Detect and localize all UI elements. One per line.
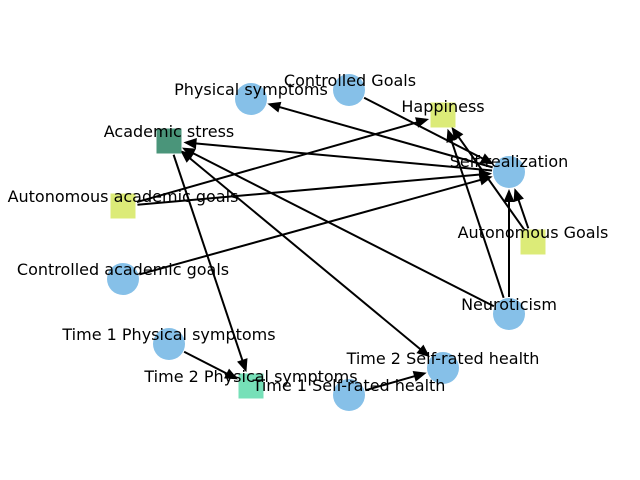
node-controlled-academic-goals bbox=[107, 263, 139, 295]
label-autonomous-academic-goals: Autonomous academic goals bbox=[8, 187, 239, 206]
edge-academic_stress-to-time2_physical_symptoms bbox=[172, 154, 248, 373]
arrowhead bbox=[503, 189, 515, 202]
node-autonomous-academic-goals bbox=[110, 193, 136, 219]
arrowhead bbox=[237, 358, 248, 373]
node-academic-stress bbox=[156, 128, 182, 154]
label-controlled-academic-goals: Controlled academic goals bbox=[17, 260, 229, 279]
label-autonomous-goals: Autonomous Goals bbox=[458, 223, 609, 242]
arrowhead bbox=[513, 188, 524, 203]
edge-academic_stress-to-time2_self_rated_health bbox=[180, 150, 430, 358]
arrowhead bbox=[446, 128, 457, 143]
edge-line bbox=[193, 142, 493, 172]
arrowhead bbox=[224, 368, 239, 380]
edge-line bbox=[183, 350, 230, 376]
label-time2-self-rated-health: Time 2 Self-rated health bbox=[346, 349, 540, 368]
edge-line bbox=[172, 154, 245, 363]
node-physical-symptoms bbox=[235, 83, 267, 115]
edge-neuroticism-to-happiness bbox=[446, 128, 505, 299]
label-time2-physical-symptoms: Time 2 Physical symptoms bbox=[143, 367, 357, 386]
arrowhead bbox=[412, 370, 427, 382]
edge-neuroticism-to-self_realization bbox=[503, 189, 515, 297]
edges-layer bbox=[136, 96, 530, 392]
label-neuroticism: Neuroticism bbox=[461, 295, 557, 314]
node-autonomous-goals bbox=[520, 229, 546, 255]
arrowhead bbox=[415, 117, 430, 128]
arrowhead bbox=[267, 101, 282, 113]
edge-time1_physical_symptoms-to-time2_physical_symptoms bbox=[183, 350, 239, 380]
edge-line bbox=[456, 134, 526, 231]
arrowhead bbox=[478, 174, 493, 186]
edge-time1_self_rated_health-to-time2_self_rated_health bbox=[365, 370, 427, 392]
edge-autonomous_goals-to-self_realization bbox=[513, 188, 530, 229]
label-happiness: Happiness bbox=[401, 97, 484, 116]
edge-line bbox=[363, 96, 486, 161]
node-time1-physical-symptoms bbox=[153, 328, 185, 360]
node-happiness bbox=[430, 102, 456, 128]
arrowhead bbox=[479, 153, 494, 165]
node-controlled-goals bbox=[333, 74, 365, 106]
edge-line bbox=[137, 173, 482, 206]
edge-line bbox=[516, 197, 530, 229]
node-self-realization bbox=[493, 156, 525, 188]
edge-line bbox=[365, 374, 417, 392]
label-self-realization: Self-realization bbox=[450, 152, 569, 171]
label-academic-stress: Academic stress bbox=[104, 122, 235, 141]
arrowhead bbox=[180, 150, 194, 163]
edge-line bbox=[187, 156, 423, 352]
arrowhead bbox=[416, 344, 430, 358]
label-time1-physical-symptoms: Time 1 Physical symptoms bbox=[61, 325, 275, 344]
edge-controlled_academic_goals-to-self_realization bbox=[139, 174, 493, 276]
label-time1-self-rated-health: Time 1 Self-rated health bbox=[252, 376, 446, 395]
edge-neuroticism-to-academic_stress bbox=[181, 147, 495, 308]
node-time2-self-rated-health bbox=[427, 352, 459, 384]
edge-line bbox=[190, 151, 495, 308]
edge-self_realization-to-academic_stress bbox=[183, 138, 493, 172]
edge-controlled_goals-to-self_realization bbox=[363, 96, 494, 165]
edge-line bbox=[139, 178, 483, 276]
label-physical-symptoms: Physical symptoms bbox=[174, 80, 328, 99]
node-neuroticism bbox=[493, 298, 525, 330]
edge-line bbox=[449, 138, 505, 299]
label-controlled-goals: Controlled Goals bbox=[284, 71, 416, 90]
arrowhead bbox=[183, 138, 197, 149]
nodes-layer bbox=[107, 74, 546, 411]
node-time2-physical-symptoms bbox=[238, 373, 264, 399]
node-time1-self-rated-health bbox=[333, 379, 365, 411]
